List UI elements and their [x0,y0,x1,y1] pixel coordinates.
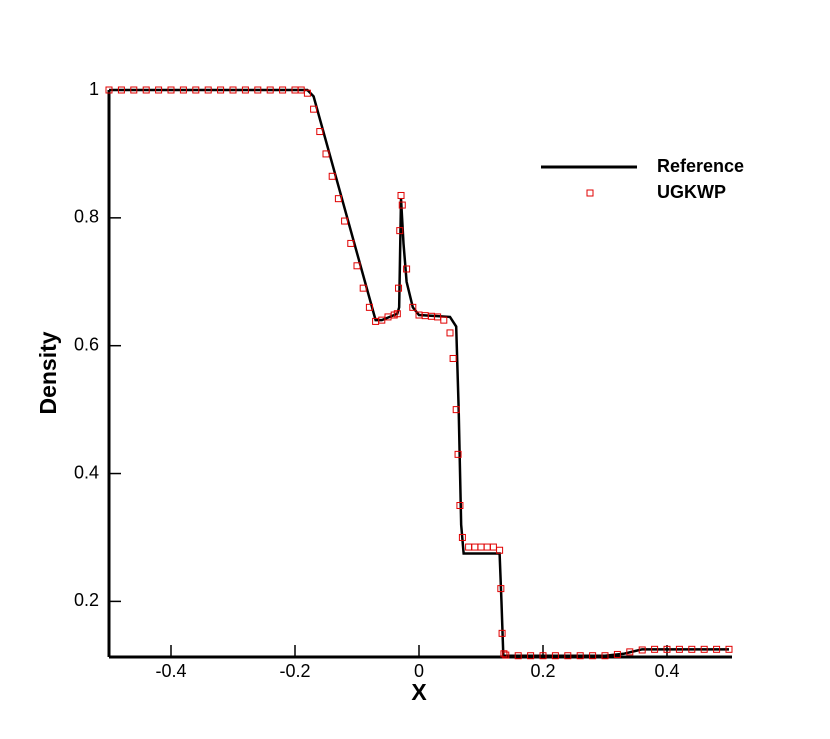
marker [458,533,466,541]
legend-label: Reference [657,156,744,176]
marker [398,201,406,209]
y-tick-label: 0.6 [74,334,99,354]
marker [353,262,361,270]
marker [700,645,708,653]
marker [155,86,163,94]
marker [142,86,150,94]
marker [502,651,510,659]
marker [483,543,491,551]
scatter-series [105,86,733,660]
marker [514,652,522,660]
marker [613,650,621,658]
x-tick-label: -0.2 [279,661,310,681]
marker [310,105,318,113]
x-tick-label: 0.4 [654,661,679,681]
marker [229,86,237,94]
marker [241,86,249,94]
marker [395,284,403,292]
marker [254,86,262,94]
marker [328,172,336,180]
marker [409,303,417,311]
y-tick-label: 0.4 [74,462,99,482]
marker [446,329,454,337]
marker [316,128,324,136]
marker [675,645,683,653]
marker [396,227,404,235]
marker [117,86,125,94]
marker [589,652,597,660]
marker [489,543,497,551]
marker [167,86,175,94]
marker [539,652,547,660]
legend-marker [586,189,594,197]
marker [626,648,634,656]
x-tick-label: 0.2 [530,661,555,681]
marker [341,217,349,225]
y-tick-label: 0.2 [74,590,99,610]
marker [725,645,733,653]
marker [452,406,460,414]
marker [688,645,696,653]
reference-line [109,88,729,657]
marker [496,546,504,554]
x-tick-label: 0 [414,661,424,681]
marker [456,502,464,510]
marker [192,86,200,94]
marker [638,646,646,654]
marker [347,239,355,247]
marker [576,652,584,660]
marker [564,652,572,660]
marker [266,86,274,94]
marker [105,86,113,94]
marker [527,652,535,660]
marker [403,265,411,273]
marker [497,585,505,593]
marker [449,354,457,362]
marker [498,629,506,637]
marker [713,645,721,653]
marker [322,150,330,158]
y-tick-label: 0.8 [74,207,99,227]
marker [393,310,401,318]
marker [454,450,462,458]
marker [663,645,671,653]
marker [465,543,473,551]
x-axis-title: X [411,679,427,705]
marker [303,89,311,97]
y-axis-title: Density [35,331,61,414]
marker [204,86,212,94]
marker [130,86,138,94]
marker [477,543,485,551]
marker [440,316,448,324]
marker [651,645,659,653]
marker [365,303,373,311]
marker [397,191,405,199]
marker [500,650,508,658]
marker [601,652,609,660]
marker [359,284,367,292]
marker [217,86,225,94]
marker [551,652,559,660]
marker [471,543,479,551]
y-tick-label: 1 [89,79,99,99]
marker [334,195,342,203]
x-tick-label: -0.4 [155,661,186,681]
marker [279,86,287,94]
legend-label: UGKWP [657,182,726,202]
marker [179,86,187,94]
